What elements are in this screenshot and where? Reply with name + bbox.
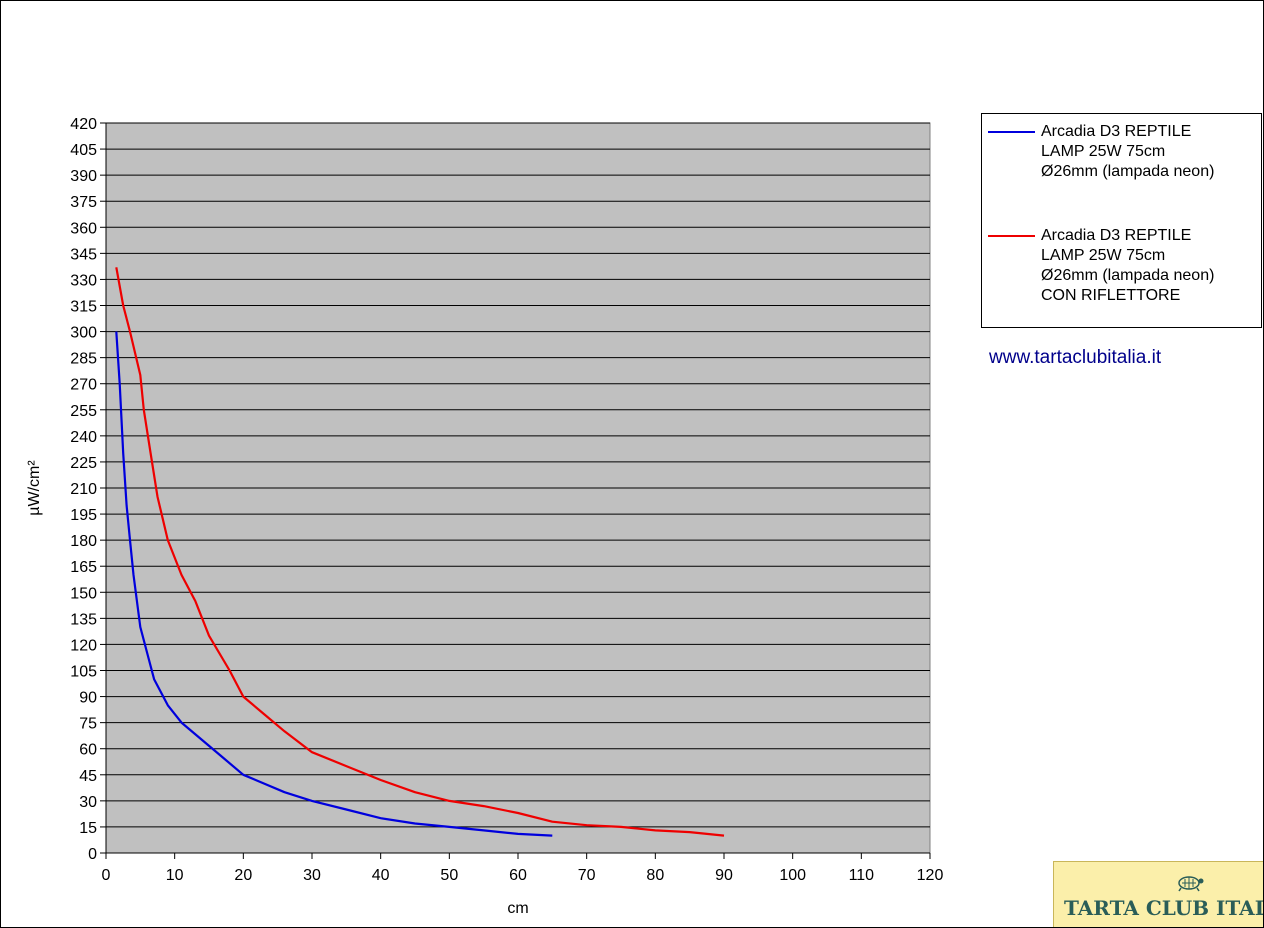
legend: Arcadia D3 REPTILE LAMP 25W 75cm Ø26mm (… — [981, 113, 1262, 328]
x-tick-label: 10 — [166, 867, 184, 884]
x-tick-label: 80 — [646, 867, 664, 884]
y-tick-label: 120 — [70, 637, 97, 654]
y-tick-label: 405 — [70, 142, 97, 159]
x-tick-label: 110 — [849, 867, 875, 884]
y-tick-label: 420 — [70, 116, 97, 133]
y-tick-label: 30 — [79, 794, 97, 811]
y-tick-label: 270 — [70, 377, 97, 394]
x-tick-label: 30 — [303, 867, 321, 884]
legend-label-blue: Arcadia D3 REPTILE LAMP 25W 75cm Ø26mm (… — [1041, 123, 1215, 180]
x-tick-label: 50 — [440, 867, 458, 884]
y-tick-label: 300 — [70, 325, 97, 342]
y-tick-label: 45 — [79, 768, 97, 785]
y-tick-label: 60 — [79, 742, 97, 759]
y-tick-labels: 0 15 30 45 60 75 90 105 120 135 150 165 180 195 210 225… — [70, 116, 97, 863]
y-tick-label: 360 — [70, 220, 97, 237]
x-tick-label: 40 — [372, 867, 390, 884]
x-axis-title: cm — [507, 900, 528, 917]
x-tick-label: 60 — [509, 867, 527, 884]
series-line-1 — [115, 267, 725, 837]
legend-label-red: Arcadia D3 REPTILE LAMP 25W 75cm Ø26mm (… — [1041, 227, 1215, 304]
x-tick-label: 0 — [102, 867, 111, 884]
x-tick-label: 120 — [917, 867, 944, 884]
y-tick-label: 255 — [70, 403, 97, 420]
x-tick-label: 100 — [779, 867, 806, 884]
y-axis-title: µW/cm² — [26, 460, 43, 516]
legend-swatch-red — [988, 235, 1035, 237]
y-tick-label: 195 — [70, 507, 97, 524]
y-tick-label: 135 — [70, 611, 97, 628]
x-tick-labels: 0 10 20 30 40 50 60 70 80 90 100 110 120 — [102, 867, 944, 884]
grid-lines — [100, 122, 931, 859]
y-tick-label: 90 — [79, 690, 97, 707]
series-group — [115, 267, 725, 837]
turtle-icon — [1178, 876, 1204, 892]
y-tick-label: 345 — [70, 246, 97, 263]
y-tick-label: 105 — [70, 664, 97, 681]
series-line-0 — [115, 331, 553, 837]
y-tick-label: 285 — [70, 351, 97, 368]
y-tick-label: 315 — [70, 299, 97, 316]
x-tick-label: 70 — [578, 867, 596, 884]
y-tick-label: 180 — [70, 533, 97, 550]
x-tick-label: 90 — [715, 867, 733, 884]
y-tick-label: 240 — [70, 429, 97, 446]
y-tick-label: 150 — [70, 585, 97, 602]
y-tick-label: 75 — [79, 716, 97, 733]
y-tick-label: 15 — [79, 820, 97, 837]
x-tick-label: 20 — [234, 867, 252, 884]
y-tick-label: 210 — [70, 481, 97, 498]
website-annotation: www.tartaclubitalia.it — [989, 347, 1162, 368]
tarta-club-logo: TARTA CLUB ITALIA — [1053, 861, 1263, 927]
y-tick-label: 165 — [70, 559, 97, 576]
logo-text: TARTA CLUB ITALIA — [1064, 896, 1263, 920]
y-tick-label: 375 — [70, 194, 97, 211]
y-tick-label: 0 — [88, 846, 97, 863]
axes — [105, 123, 930, 854]
y-tick-label: 330 — [70, 272, 97, 289]
y-tick-label: 225 — [70, 455, 97, 472]
y-tick-label: 390 — [70, 168, 97, 185]
legend-swatch-blue — [988, 131, 1035, 133]
